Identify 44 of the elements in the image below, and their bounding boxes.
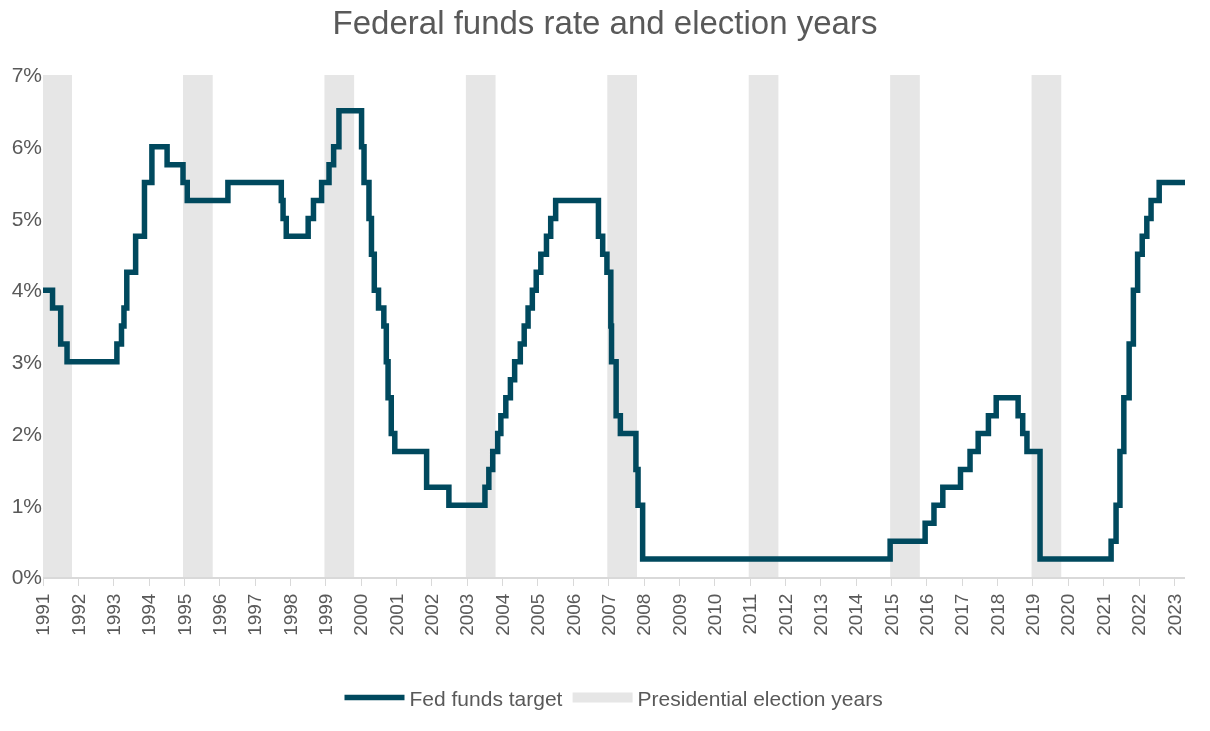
- x-tick-label: 1998: [279, 593, 301, 636]
- x-tick-label: 2016: [916, 593, 938, 636]
- x-tick-label: 2012: [774, 593, 796, 636]
- x-tick-label: 2001: [385, 593, 407, 636]
- x-tick-label: 2017: [951, 593, 973, 636]
- x-tick-label: 2005: [527, 593, 549, 636]
- x-tick-label: 2014: [845, 593, 867, 636]
- x-tick-label: 2015: [880, 593, 902, 636]
- chart-title: Federal funds rate and election years: [332, 4, 878, 42]
- x-tick-label: 2020: [1057, 593, 1079, 636]
- x-tick-label: 2009: [668, 593, 690, 636]
- x-tick-label: 2008: [633, 593, 655, 636]
- x-tick-label: 2007: [597, 593, 619, 636]
- x-tick-label: 1992: [67, 593, 89, 636]
- y-tick-label: 1%: [11, 493, 42, 517]
- x-tick-label: 1995: [173, 593, 195, 636]
- legend-label: Fed funds target: [409, 686, 563, 710]
- y-tick-label: 7%: [11, 63, 42, 87]
- y-tick-label: 0%: [11, 565, 42, 589]
- x-tick-label: 2019: [1022, 593, 1044, 636]
- x-tick-label: 2018: [986, 593, 1008, 636]
- x-tick-label: 1999: [315, 593, 337, 636]
- x-tick-label: 2004: [491, 593, 513, 636]
- x-tick-label: 1993: [102, 593, 124, 636]
- x-tick-label: 1994: [138, 593, 160, 636]
- x-tick-label: 2006: [562, 593, 584, 636]
- y-tick-label: 4%: [11, 278, 42, 302]
- x-tick-label: 2003: [456, 593, 478, 636]
- x-tick-label: 2022: [1128, 593, 1150, 636]
- y-tick-label: 3%: [11, 350, 42, 374]
- x-tick-label: 2000: [350, 593, 372, 636]
- x-tick-label: 2002: [421, 593, 443, 636]
- x-tick-label: 2021: [1092, 593, 1114, 636]
- x-tick-label: 2010: [703, 593, 725, 636]
- y-tick-label: 2%: [11, 421, 42, 445]
- y-tick-label: 6%: [11, 135, 42, 159]
- x-tick-label: 1996: [208, 593, 230, 636]
- x-tick-label: 2011: [739, 593, 761, 635]
- x-tick-label: 1997: [244, 593, 266, 636]
- x-tick-label: 1991: [32, 593, 54, 636]
- x-tick-label: 2023: [1163, 593, 1185, 636]
- y-tick-label: 5%: [11, 206, 42, 230]
- x-tick-label: 2013: [810, 593, 832, 636]
- legend-label: Presidential election years: [637, 686, 883, 710]
